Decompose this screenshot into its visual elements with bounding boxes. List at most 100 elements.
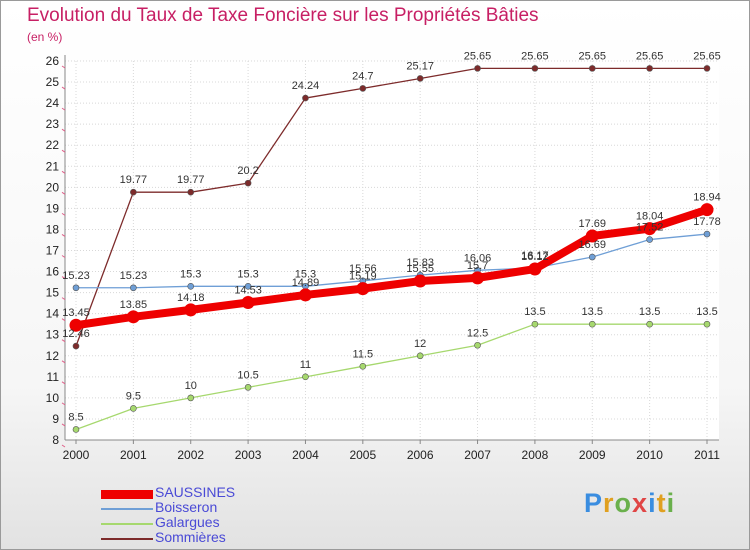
y-minor-tick bbox=[61, 444, 66, 448]
x-tick-label: 2007 bbox=[464, 448, 491, 462]
y-minor-tick bbox=[61, 234, 66, 237]
data-point bbox=[356, 282, 370, 296]
series-line-sommières bbox=[75, 67, 708, 347]
legend-swatch bbox=[101, 489, 153, 499]
data-point bbox=[72, 426, 80, 433]
data-label: 25.65 bbox=[521, 50, 549, 62]
data-point bbox=[130, 284, 137, 292]
y-tick-label: 11 bbox=[47, 370, 60, 384]
data-label: 12.5 bbox=[467, 327, 488, 339]
y-minor-tick bbox=[61, 318, 66, 322]
data-point bbox=[187, 394, 195, 402]
data-point bbox=[703, 230, 711, 238]
data-point bbox=[302, 373, 309, 381]
series-line-boisseron bbox=[75, 233, 708, 289]
data-label: 24.7 bbox=[352, 70, 373, 82]
x-tick-label: 2002 bbox=[177, 448, 204, 462]
data-label: 13.5 bbox=[696, 306, 717, 318]
data-label: 16.17 bbox=[521, 250, 549, 262]
data-point bbox=[359, 363, 367, 370]
x-tick-label: 2005 bbox=[349, 448, 376, 462]
y-minor-tick bbox=[61, 402, 66, 406]
data-point bbox=[302, 94, 309, 102]
data-point bbox=[130, 188, 137, 196]
data-point bbox=[416, 75, 424, 82]
data-label: 12 bbox=[414, 338, 426, 350]
data-point bbox=[298, 288, 312, 302]
data-label: 13.5 bbox=[582, 306, 603, 318]
y-minor-tick bbox=[61, 423, 66, 427]
x-tick-label: 2009 bbox=[579, 448, 606, 462]
series-line-saussines bbox=[72, 205, 711, 330]
brand-letter: r bbox=[603, 488, 615, 518]
y-minor-tick bbox=[61, 381, 66, 385]
data-label: 15.23 bbox=[62, 270, 90, 282]
y-tick-label: 8 bbox=[52, 433, 59, 447]
y-minor-tick bbox=[61, 128, 66, 132]
y-tick-label: 20 bbox=[46, 180, 60, 194]
data-label: 15.3 bbox=[295, 268, 316, 280]
data-label: 15.3 bbox=[180, 268, 201, 280]
legend-swatch bbox=[101, 508, 153, 510]
data-label: 25.65 bbox=[464, 50, 492, 62]
data-label: 12.46 bbox=[62, 328, 90, 340]
data-label: 10.5 bbox=[237, 369, 258, 381]
chart-title: Evolution du Taux de Taxe Foncière sur l… bbox=[27, 5, 539, 26]
data-point bbox=[187, 188, 195, 196]
data-point bbox=[413, 274, 427, 288]
data-point bbox=[531, 65, 539, 72]
y-tick-label: 23 bbox=[46, 117, 60, 131]
y-tick-label: 21 bbox=[46, 159, 60, 173]
y-tick-label: 26 bbox=[46, 54, 60, 68]
legend-label: Boisseron bbox=[155, 499, 218, 515]
data-label: 25.65 bbox=[636, 50, 664, 62]
brand-letter: t bbox=[656, 488, 667, 518]
data-label: 11.5 bbox=[353, 348, 374, 360]
data-label: 8.5 bbox=[68, 411, 83, 423]
x-tick-label: 2001 bbox=[120, 448, 147, 462]
x-tick-label: 2008 bbox=[522, 448, 549, 462]
y-tick-label: 15 bbox=[46, 286, 60, 300]
data-point bbox=[531, 320, 539, 328]
data-label: 14.53 bbox=[234, 285, 262, 297]
data-point bbox=[588, 65, 596, 72]
data-point bbox=[241, 296, 255, 310]
brand-letter: o bbox=[614, 488, 633, 518]
data-label: 15.56 bbox=[349, 263, 377, 275]
y-tick-label: 25 bbox=[46, 75, 60, 89]
y-minor-tick bbox=[61, 65, 66, 69]
data-label: 17.69 bbox=[579, 218, 607, 230]
data-point bbox=[474, 65, 481, 72]
data-point bbox=[474, 341, 481, 349]
data-point bbox=[643, 222, 657, 236]
y-tick-label: 9 bbox=[52, 412, 59, 426]
y-minor-tick bbox=[61, 255, 66, 258]
data-point bbox=[646, 236, 653, 243]
data-label: 16.06 bbox=[464, 252, 492, 264]
y-tick-label: 18 bbox=[46, 222, 60, 236]
data-point bbox=[588, 320, 596, 328]
y-minor-tick bbox=[61, 149, 66, 153]
y-tick-label: 14 bbox=[46, 307, 60, 321]
data-label: 10 bbox=[185, 380, 197, 392]
data-point bbox=[244, 282, 252, 290]
legend-label: Galargues bbox=[155, 514, 220, 530]
brand-letter: P bbox=[584, 488, 604, 518]
y-minor-tick bbox=[61, 360, 66, 364]
y-axis-unit: (en %) bbox=[27, 30, 63, 44]
data-label: 13.85 bbox=[120, 299, 148, 311]
data-label: 18.04 bbox=[636, 211, 664, 223]
x-tick-label: 2011 bbox=[694, 448, 720, 462]
data-label: 24.24 bbox=[292, 80, 320, 92]
data-label: 19.77 bbox=[177, 174, 205, 186]
data-label: 13.5 bbox=[639, 306, 660, 318]
brand-logo: Proxiti bbox=[584, 488, 675, 519]
data-point bbox=[126, 310, 140, 324]
data-label: 16.69 bbox=[579, 239, 607, 251]
y-tick-label: 17 bbox=[46, 244, 60, 258]
y-minor-tick bbox=[61, 170, 66, 174]
y-tick-label: 10 bbox=[46, 391, 60, 405]
x-tick-label: 2004 bbox=[292, 448, 319, 462]
series-line-galargues bbox=[75, 323, 708, 431]
